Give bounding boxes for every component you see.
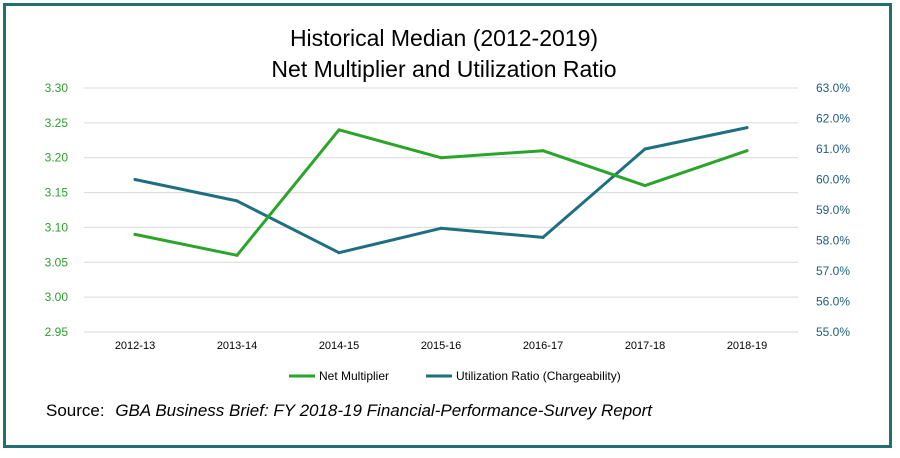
- x-tick-label: 2018-19: [727, 340, 767, 352]
- y-left-tick-label: 3.00: [45, 290, 69, 304]
- data-point: [133, 178, 137, 181]
- data-point: [235, 199, 239, 203]
- data-point: [745, 126, 749, 130]
- source-note: Source: GBA Business Brief: FY 2018-19 F…: [46, 401, 652, 421]
- y-left-tick-label: 3.10: [45, 220, 69, 234]
- legend: Net Multiplier Utilization Ratio (Chargea…: [289, 369, 621, 383]
- x-tick-label: 2012-13: [115, 340, 155, 352]
- x-tick-label: 2013-14: [217, 340, 257, 352]
- data-point: [235, 253, 239, 257]
- y-right-tick-label: 58.0%: [816, 234, 850, 248]
- x-tick-label: 2014-15: [319, 340, 359, 352]
- y-right-tick-label: 57.0%: [816, 264, 850, 278]
- data-point: [643, 147, 647, 151]
- x-tick-label: 2016-17: [523, 340, 563, 352]
- y-right-tick-label: 55.0%: [816, 325, 850, 339]
- y-left-tick-label: 2.95: [45, 325, 69, 339]
- data-point: [541, 149, 545, 153]
- chart-frame: Historical Median (2012-2019) Net Multip…: [3, 3, 892, 448]
- y-left-tick-label: 3.20: [45, 151, 69, 165]
- legend-label: Net Multiplier: [319, 369, 389, 383]
- y-right-tick-label: 59.0%: [816, 203, 850, 217]
- chart-subtitle: Net Multiplier and Utilization Ratio: [271, 56, 616, 82]
- data-point: [337, 251, 341, 255]
- axis-ticks: 3.30 3.25 3.20 3.15 3.10 3.05 3.00 2.95 63.0% 62.…: [45, 81, 851, 352]
- y-left-tick-label: 3.25: [45, 116, 69, 130]
- data-point: [541, 235, 545, 239]
- y-right-tick-label: 56.0%: [816, 295, 850, 309]
- chart-title: Historical Median (2012-2019): [290, 25, 598, 51]
- data-point: [337, 128, 341, 132]
- y-left-tick-label: 3.15: [45, 186, 69, 200]
- y-right-tick-label: 60.0%: [816, 173, 850, 187]
- series-lines: [133, 126, 749, 257]
- series-line-utilization-ratio: [133, 126, 749, 255]
- gridlines: [84, 87, 798, 333]
- y-left-tick-label: 3.05: [45, 255, 69, 269]
- data-point: [745, 149, 749, 153]
- x-tick-label: 2017-18: [625, 340, 665, 352]
- x-tick-label: 2015-16: [421, 340, 461, 352]
- y-left-tick-label: 3.30: [45, 81, 69, 95]
- data-point: [439, 156, 443, 160]
- data-point: [643, 184, 647, 188]
- line-chart: Historical Median (2012-2019) Net Multip…: [45, 25, 851, 383]
- source-label: Source:: [46, 401, 105, 420]
- data-point: [133, 232, 137, 236]
- data-point: [439, 226, 443, 230]
- y-right-tick-label: 62.0%: [816, 112, 850, 126]
- legend-label: Utilization Ratio (Chargeability): [456, 369, 621, 383]
- source-reference: GBA Business Brief: FY 2018-19 Financial…: [115, 401, 653, 420]
- y-right-tick-label: 61.0%: [816, 142, 850, 156]
- y-right-tick-label: 63.0%: [816, 81, 850, 95]
